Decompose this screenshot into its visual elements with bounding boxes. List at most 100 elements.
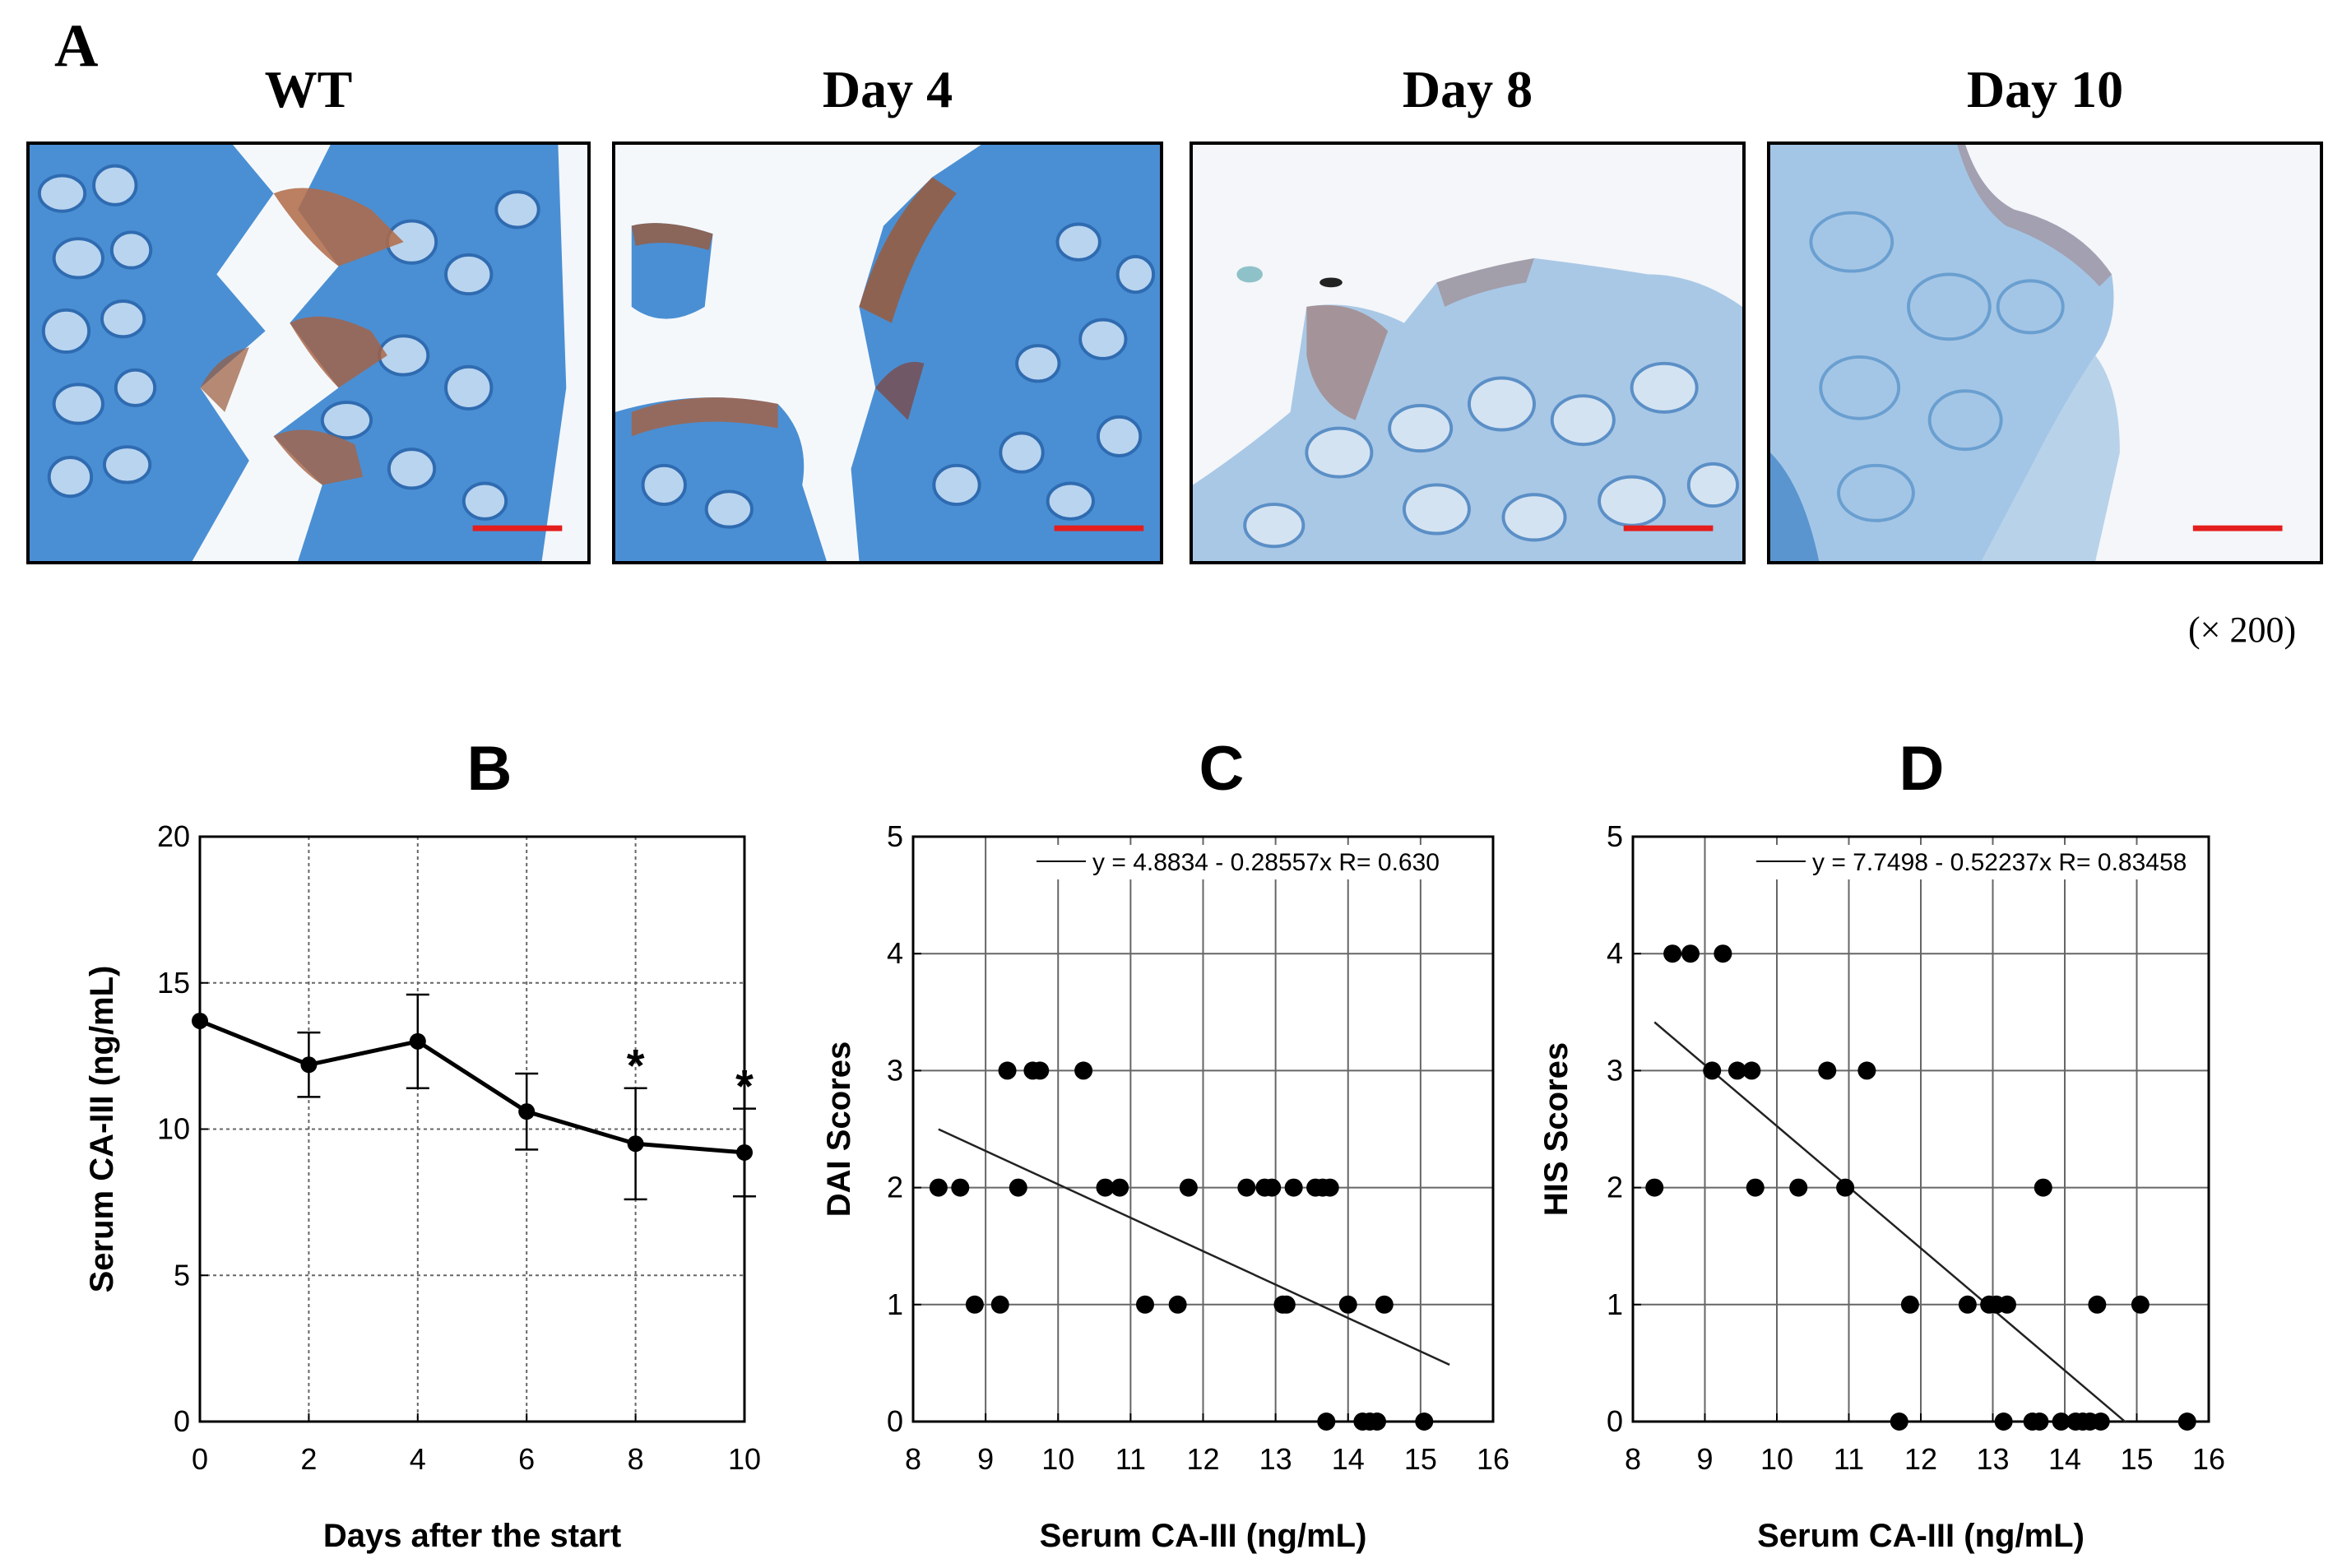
x-tick-label: 11 <box>1115 1442 1146 1476</box>
scatter-point <box>998 1061 1017 1080</box>
scatter-point <box>1900 1295 1919 1314</box>
scatter-point <box>1728 1061 1746 1080</box>
panel-letter-c: C <box>1199 734 1245 804</box>
scatter-point <box>1681 944 1700 963</box>
y-tick-label: 10 <box>157 1112 190 1146</box>
scatter-point <box>1818 1061 1837 1080</box>
legend-equation: y = 4.8834 - 0.28557x R= 0.630 <box>1092 849 1440 876</box>
scatter-point <box>1742 1061 1761 1080</box>
scatter-point <box>1746 1178 1765 1197</box>
image-title-day10: Day 10 <box>1966 60 2124 118</box>
scatter-point <box>1663 944 1682 963</box>
data-point <box>736 1144 753 1161</box>
image-title-wt: WT <box>264 60 353 118</box>
scatter-point <box>2034 1178 2052 1197</box>
x-tick-label: 4 <box>410 1442 426 1476</box>
scatter-point <box>1857 1061 1876 1080</box>
scatter-point <box>1237 1178 1256 1197</box>
regression-line <box>1653 1021 2127 1424</box>
scatter-point <box>1277 1295 1296 1314</box>
y-tick-label: 2 <box>887 1171 903 1204</box>
scatter-point <box>1284 1178 1303 1197</box>
x-tick-label: 13 <box>1259 1442 1292 1476</box>
scatter-point <box>1317 1413 1336 1431</box>
scatter-point <box>2088 1295 2107 1314</box>
image-title-day4: Day 4 <box>822 60 953 118</box>
micrograph-day8 <box>1190 141 1746 564</box>
y-tick-label: 5 <box>174 1258 190 1292</box>
series-line <box>199 1018 745 1155</box>
data-point <box>192 1012 208 1029</box>
x-tick-label: 9 <box>977 1442 994 1476</box>
scatter-point <box>965 1295 984 1314</box>
scatter-point <box>1096 1178 1115 1197</box>
scatter-point <box>929 1178 948 1197</box>
x-axis-label: Serum CA-III (ng/mL) <box>1040 1518 1367 1554</box>
scatter-point <box>1994 1413 2013 1431</box>
x-tick-label: 16 <box>1477 1442 1510 1476</box>
y-tick-label: 1 <box>887 1287 903 1321</box>
y-tick-label: 2 <box>1607 1171 1623 1204</box>
x-tick-label: 0 <box>192 1442 208 1476</box>
y-axis-label: DAI Scores <box>821 1041 857 1217</box>
x-tick-label: 9 <box>1696 1442 1713 1476</box>
x-tick-label: 14 <box>2048 1442 2081 1476</box>
chart-b: B 0 2 4 6 8 10 0 5 10 15 20 Days after the start Seru… <box>84 734 761 1554</box>
scatter-point <box>951 1178 970 1197</box>
scatter-point <box>990 1295 1009 1314</box>
y-tick-label: 3 <box>887 1053 903 1087</box>
panel-letter-d: D <box>1899 734 1945 804</box>
y-axis-label: HIS Scores <box>1538 1042 1574 1216</box>
x-tick-label: 8 <box>1625 1442 1641 1476</box>
significance-asterisk: * <box>735 1060 754 1112</box>
regression-line <box>938 1128 1450 1366</box>
x-tick-label: 12 <box>1186 1442 1219 1476</box>
scatter-point <box>1179 1178 1198 1197</box>
y-tick-label: 4 <box>887 936 903 970</box>
data-point <box>409 1032 426 1050</box>
x-tick-label: 16 <box>2192 1442 2225 1476</box>
x-tick-label: 12 <box>1904 1442 1937 1476</box>
scatter-point <box>1031 1061 1050 1080</box>
scatter-point <box>2131 1295 2150 1314</box>
x-tick-label: 13 <box>1976 1442 2009 1476</box>
scatter-point <box>1320 1178 1339 1197</box>
scatter-point <box>1375 1295 1394 1314</box>
scatter-point <box>1136 1295 1154 1314</box>
y-tick-label: 0 <box>887 1404 903 1438</box>
panel-a-letter: A <box>54 12 99 80</box>
x-tick-label: 8 <box>905 1442 921 1476</box>
y-tick-label: 0 <box>1607 1404 1623 1438</box>
x-tick-label: 15 <box>1404 1442 1437 1476</box>
scatter-point <box>1703 1061 1722 1080</box>
x-tick-label: 11 <box>1834 1442 1864 1476</box>
significance-asterisk: * <box>627 1040 645 1092</box>
y-axis-label: Serum CA-III (ng/mL) <box>84 966 120 1293</box>
x-tick-label: 8 <box>628 1442 644 1476</box>
scatter-point <box>1263 1178 1282 1197</box>
scatter-point <box>1645 1178 1664 1197</box>
legend-background <box>1748 845 2201 879</box>
y-tick-label: 3 <box>1607 1053 1623 1087</box>
data-point <box>518 1103 536 1120</box>
scatter-point <box>1168 1295 1187 1314</box>
micrograph-wt <box>26 141 591 564</box>
y-tick-label: 1 <box>1607 1287 1623 1321</box>
scatter-point <box>1836 1178 1855 1197</box>
y-tick-label: 20 <box>157 819 190 853</box>
legend-equation: y = 7.7498 - 0.52237x R= 0.83458 <box>1812 849 2187 876</box>
y-tick-label: 0 <box>174 1404 190 1438</box>
scatter-point <box>1009 1178 1027 1197</box>
scatter-point <box>2052 1413 2071 1431</box>
y-tick-label: 4 <box>1607 936 1623 970</box>
legend-background <box>1028 845 1485 879</box>
scatter-point <box>2091 1413 2110 1431</box>
x-tick-label: 6 <box>518 1442 535 1476</box>
scatter-point <box>1338 1295 1357 1314</box>
micrograph-day4 <box>612 141 1163 564</box>
x-tick-label: 14 <box>1332 1442 1365 1476</box>
magnification-label: (× 200) <box>2188 610 2297 650</box>
panel-letter-b: B <box>467 734 512 804</box>
